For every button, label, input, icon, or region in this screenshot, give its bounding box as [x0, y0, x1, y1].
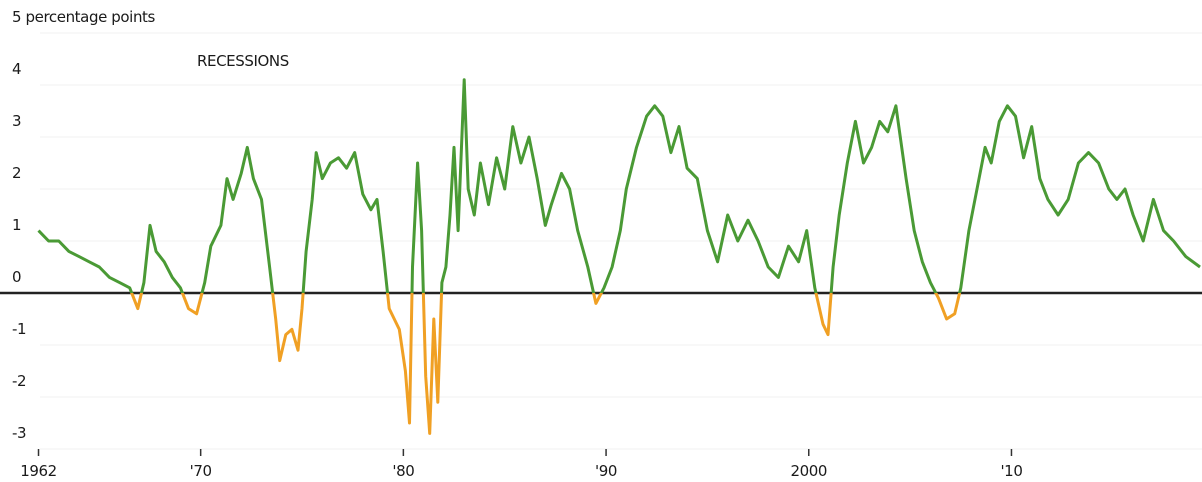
data-line [37, 78, 1201, 435]
y-tick-label: -3 [12, 424, 26, 442]
x-tick-label: 1962 [20, 462, 57, 480]
x-tick-label: '80 [392, 462, 414, 480]
y-tick-label: 0 [12, 268, 21, 286]
y-tick-label: 4 [12, 60, 21, 78]
y-tick-label: 2 [12, 164, 21, 182]
y-tick-label: -1 [12, 320, 26, 338]
x-tick-label: 2000 [790, 462, 827, 480]
x-tick-label: '70 [190, 462, 212, 480]
annotation: RECESSIONS [197, 52, 289, 70]
y-tick-label: 5 percentage points [12, 8, 156, 26]
x-tick-label: '10 [1000, 462, 1022, 480]
y-tick-label: -2 [12, 372, 26, 390]
y-tick-label: 3 [12, 112, 21, 130]
x-tick-label: '90 [595, 462, 617, 480]
y-tick-label: 1 [12, 216, 21, 234]
